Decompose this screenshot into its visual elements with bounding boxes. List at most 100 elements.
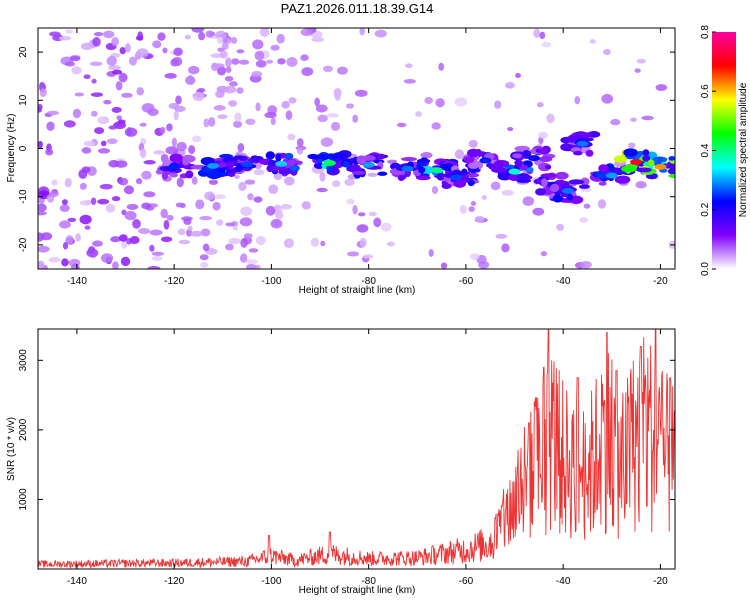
spectrogram-cell — [159, 126, 166, 134]
spectrogram-cell — [191, 135, 202, 143]
spectrogram-cell — [655, 84, 668, 92]
spectrogram-cell — [90, 110, 98, 117]
spectrogram-y-label: Frequency (Hz) — [6, 114, 17, 183]
spectrogram-cell — [490, 181, 501, 191]
spectrogram-ridge-cell — [555, 171, 569, 180]
spectrogram-ridge-cell — [621, 165, 637, 173]
spectrogram-ridge-cell — [169, 172, 178, 178]
spectrogram-cell — [494, 100, 502, 109]
spectrogram-ridge-peak — [168, 163, 181, 170]
spectrogram-cell — [245, 263, 257, 269]
spectrogram-ridge-cell — [552, 194, 563, 203]
spectrogram-cell — [83, 74, 91, 80]
spectrogram-ridge-cell — [217, 162, 225, 169]
spectrogram-cell — [174, 105, 186, 112]
spectrogram-cell — [199, 254, 209, 261]
spectrogram-cell — [522, 196, 535, 207]
spectrogram-cell — [143, 191, 156, 198]
spectrogram-cell — [65, 235, 74, 245]
spectrogram-cell — [100, 140, 107, 147]
spectrogram-cell — [253, 169, 265, 176]
spectrogram-ridge-cell — [514, 158, 523, 168]
spectrogram-cell — [84, 225, 91, 230]
spectrogram-cell — [62, 242, 69, 250]
spectrogram-ridge-peak — [430, 167, 443, 174]
spectrogram-cell — [322, 65, 334, 73]
spectrogram-cell — [296, 138, 304, 148]
spectrogram-ridge-cell — [636, 167, 652, 173]
spectrogram-cell — [454, 97, 468, 107]
spectrogram-cell — [627, 142, 636, 149]
spectrogram-ridge-cell — [461, 168, 468, 176]
spectrogram-cell — [276, 33, 285, 44]
spectrogram-cell — [359, 237, 367, 248]
spectrogram-cell — [47, 110, 59, 116]
spectrogram-cell — [225, 222, 236, 227]
spectrogram-ridge-cell — [491, 166, 507, 173]
spectrogram-cell — [64, 61, 76, 67]
spectrogram-cell — [211, 62, 219, 72]
spectrogram-cell — [141, 202, 152, 210]
spectrogram-cell — [183, 218, 192, 225]
spectrogram-cell — [83, 140, 96, 147]
spectrogram-ridge-cell — [288, 159, 296, 167]
spectrogram-cell — [431, 122, 441, 130]
spectrogram-cell — [440, 262, 448, 269]
spectrogram-ridge-cell — [346, 158, 360, 164]
spectrogram-cell — [139, 148, 147, 159]
snr-x-tick-label: -100 — [261, 576, 281, 587]
spectrogram-cell — [247, 193, 254, 201]
spectrogram-ridge-cell — [323, 153, 340, 160]
spectrogram-ridge-cell — [577, 132, 593, 138]
spectrogram-cell — [352, 204, 358, 215]
spectrogram-cell — [459, 204, 467, 214]
spectrogram-cell — [245, 259, 258, 265]
spectrogram-ridge-cell — [376, 153, 386, 160]
spectrogram-cell — [610, 118, 621, 126]
spectrogram-cell — [176, 177, 184, 188]
spectrogram-cell — [151, 251, 165, 256]
spectrogram-cell — [97, 116, 110, 125]
spectrogram-cell — [103, 99, 112, 105]
spectrogram-cell — [187, 225, 193, 232]
spectrogram-cell — [113, 121, 126, 130]
spectrogram-ridge-cell — [667, 169, 675, 174]
spectrogram-cell — [195, 199, 205, 210]
snr-panel: -140 -120 -100 -80 -60 -40 -20 1000 2000 3000 He… — [6, 328, 676, 596]
spectrogram-cell — [204, 191, 215, 201]
spectrogram-y-tick-label: -20 — [18, 237, 29, 252]
spectrogram-x-tick-label: -120 — [164, 276, 184, 287]
spectrogram-cell — [336, 66, 349, 75]
spectrogram-cell — [197, 87, 206, 93]
spectrogram-y-axis: -20 -10 0 10 20 — [18, 46, 675, 252]
spectrogram-cell — [129, 236, 140, 245]
spectrogram-cell — [94, 127, 105, 135]
spectrogram-cell — [90, 92, 104, 97]
spectrogram-ridge-peak — [450, 174, 463, 181]
spectrogram-ridge-cell — [545, 164, 552, 170]
spectrogram-cell — [468, 206, 475, 212]
spectrogram-x-label: Height of straight line (km) — [299, 285, 416, 296]
spectrogram-cell — [254, 50, 265, 61]
snr-x-tick-label: -80 — [361, 576, 376, 587]
spectrogram-cell — [225, 57, 232, 68]
spectrogram-cell — [255, 102, 261, 112]
spectrogram-cell — [80, 42, 94, 51]
spectrogram-cell — [470, 253, 480, 260]
spectrogram-cell — [386, 241, 395, 247]
spectrogram-cell — [541, 41, 552, 48]
spectrogram-ridge-peak — [576, 140, 589, 147]
spectrogram-cell — [635, 181, 647, 189]
spectrogram-cell — [428, 249, 434, 257]
spectrogram-cell — [253, 196, 263, 203]
spectrogram-cell — [580, 260, 592, 269]
spectrogram-cell — [454, 149, 465, 160]
spectrogram-cell — [175, 95, 182, 105]
spectrogram-cell — [234, 174, 240, 179]
spectrogram-ridge-cell — [613, 155, 628, 163]
spectrogram-y-tick-label: 0 — [18, 145, 29, 151]
spectrogram-cell — [61, 258, 69, 267]
spectrogram-cell — [149, 229, 163, 236]
spectrogram-ridge-cell — [326, 164, 334, 173]
spectrogram-cell — [315, 104, 328, 113]
